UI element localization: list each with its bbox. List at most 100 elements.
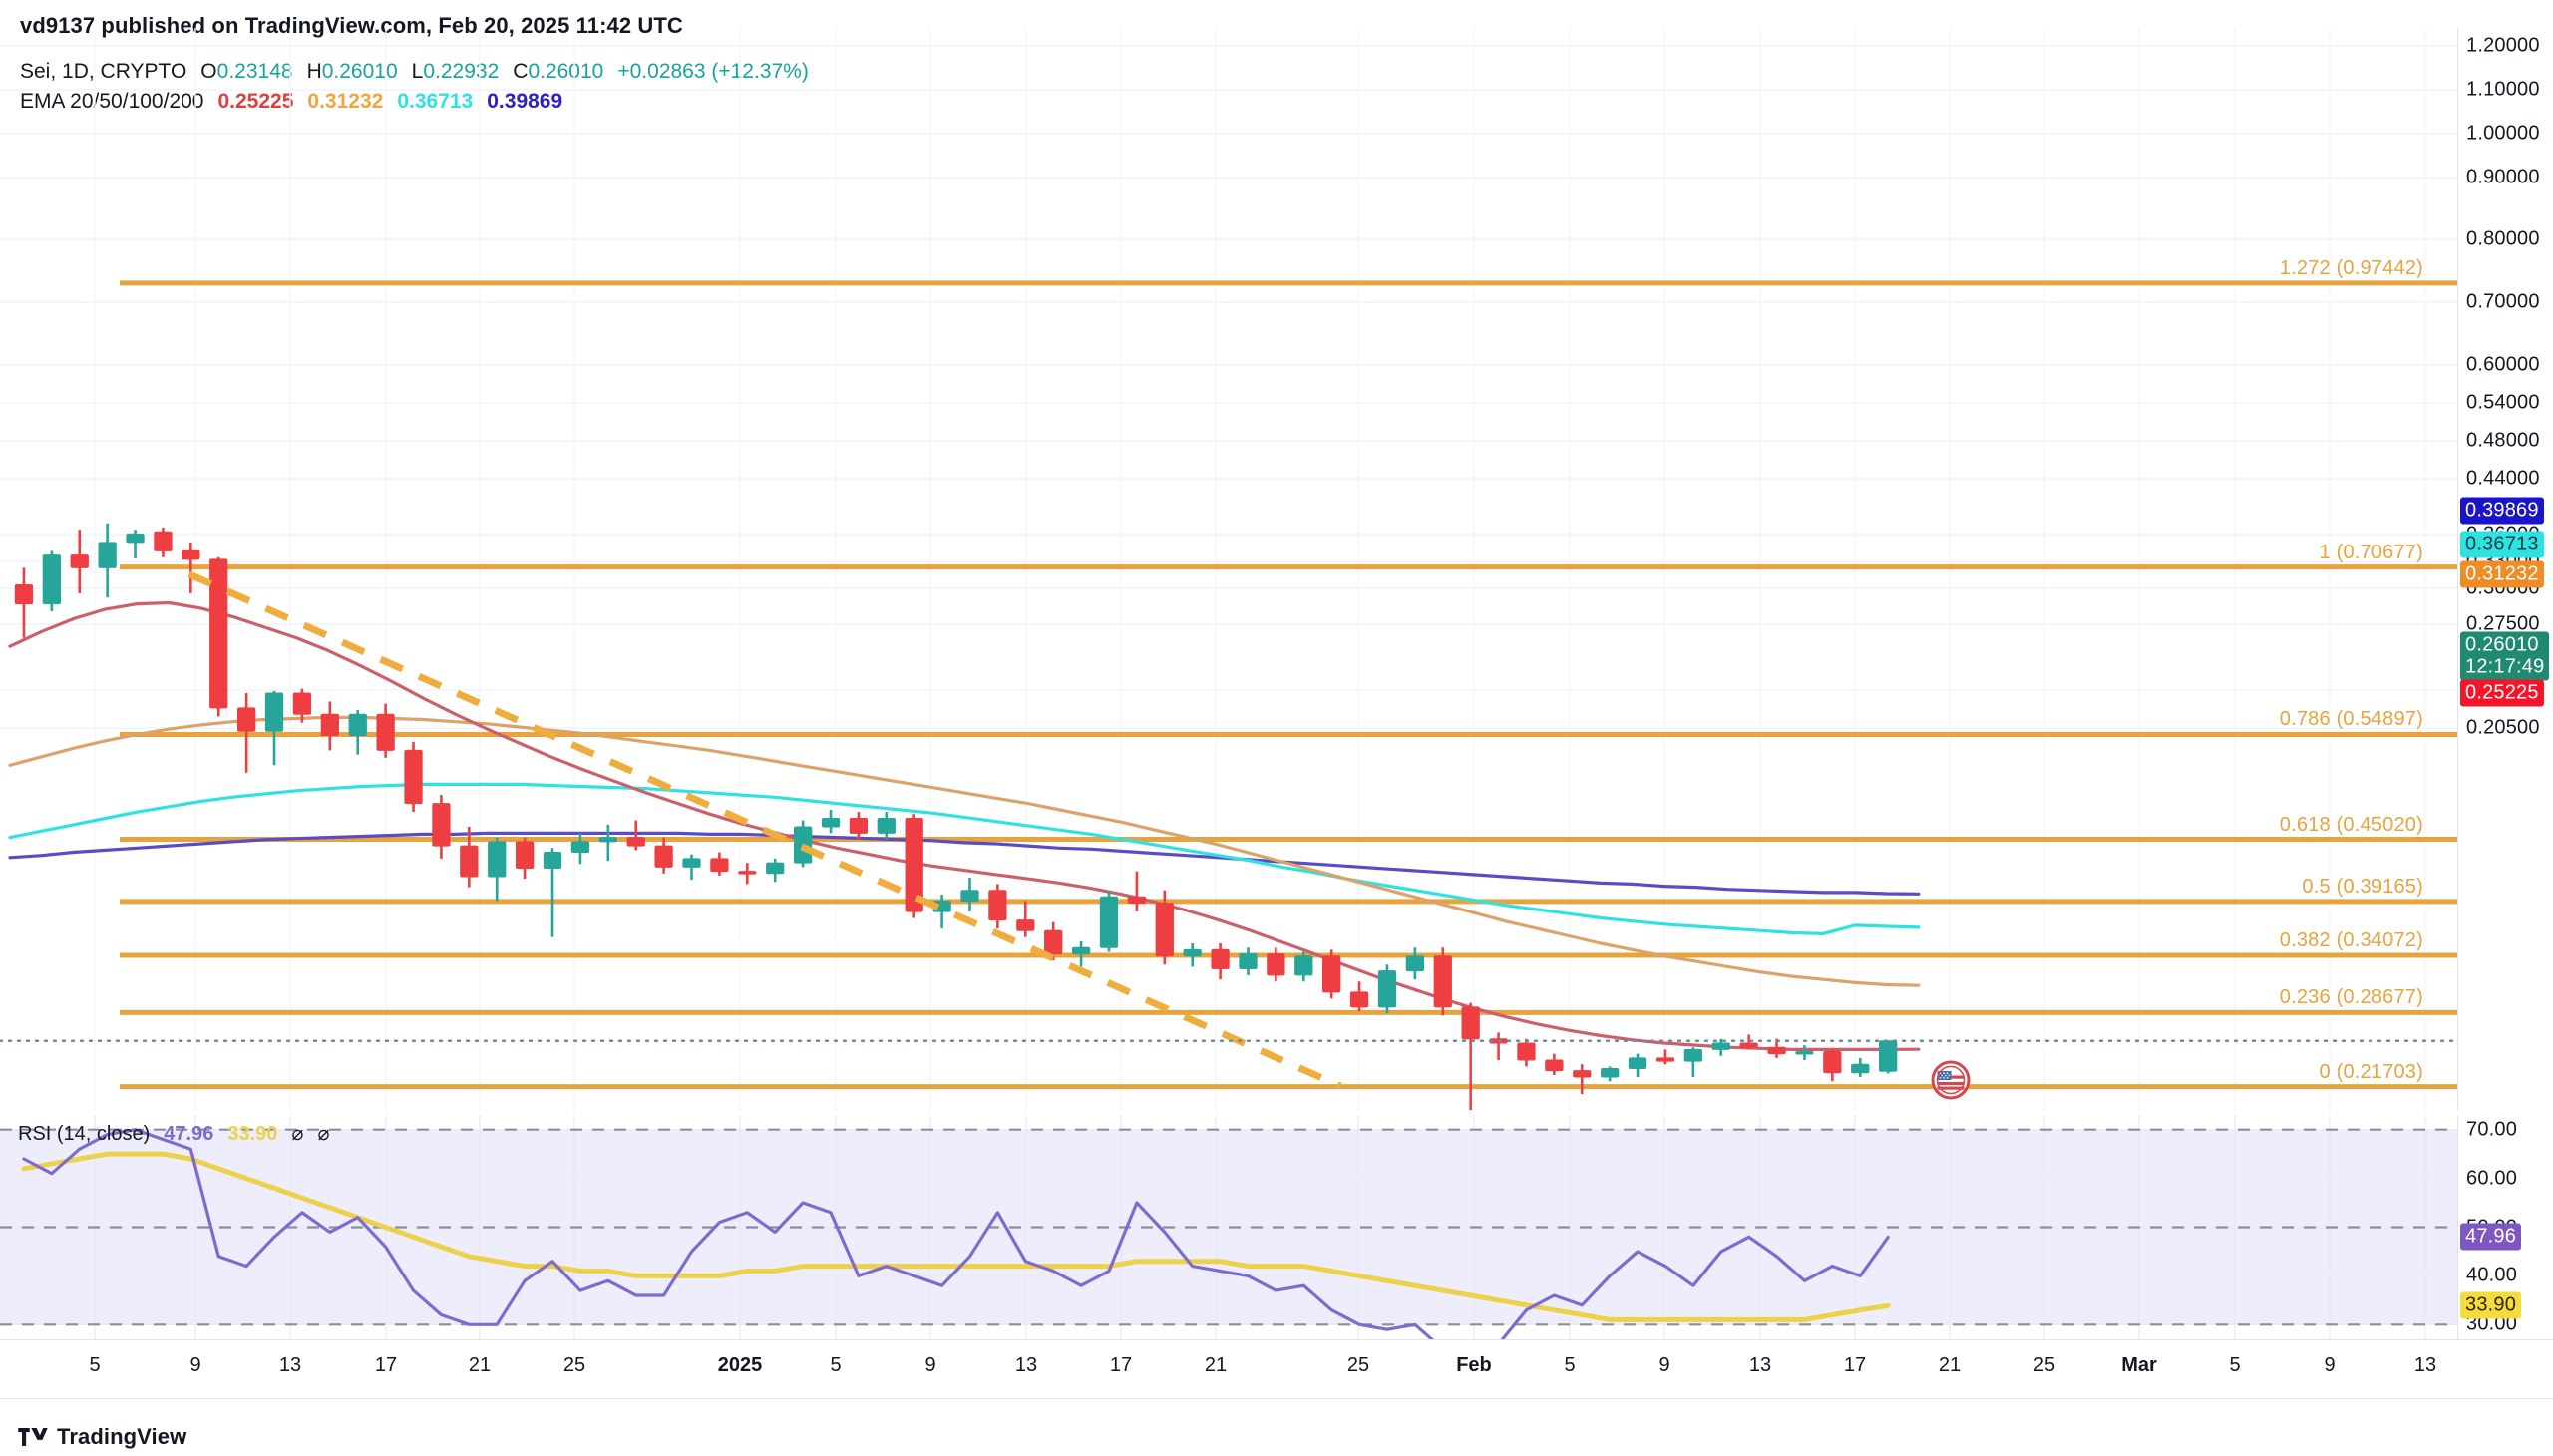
rsi-axis-tick: 40.00 — [2466, 1264, 2518, 1286]
candle-body — [432, 803, 451, 847]
time-axis-tick: 9 — [2324, 1354, 2336, 1376]
rsi-legend-value: 47.96 — [164, 1123, 214, 1145]
candle-body — [710, 858, 729, 873]
candle-body — [1071, 946, 1091, 955]
candle-body — [598, 837, 617, 843]
candle-body — [1016, 919, 1035, 931]
time-axis-tick: 17 — [1843, 1354, 1867, 1376]
time-axis-tick: 5 — [2229, 1354, 2241, 1376]
candle-body — [70, 554, 89, 568]
legend-ema-label[interactable]: EMA 20/50/100/200 — [20, 90, 204, 113]
price-axis-tick: 0.60000 — [2466, 353, 2540, 376]
rsi-badge-rsi-ma[interactable]: 33.90 — [2460, 1291, 2522, 1319]
price-chart-canvas[interactable] — [0, 28, 2457, 1110]
footer-branding: TradingView — [18, 1424, 186, 1450]
candle-body — [821, 817, 841, 828]
rsi-chart-canvas[interactable] — [0, 1115, 2457, 1339]
price-axis-tick: 1.10000 — [2466, 78, 2540, 101]
candle-body — [1099, 896, 1119, 948]
candle-body — [1322, 955, 1341, 993]
candle-body — [236, 707, 256, 732]
ema200-line — [8, 831, 1921, 896]
candle-body — [154, 531, 173, 551]
ema50-line — [8, 715, 1921, 987]
candle-body — [1795, 1050, 1814, 1055]
rsi-line — [22, 1128, 1890, 1339]
candle-body — [1739, 1042, 1758, 1048]
fib-level-label: 0.786 (0.54897) — [2279, 708, 2423, 731]
candle-body — [1349, 991, 1369, 1008]
time-axis[interactable]: 5 9 13 17 21 25 2025 5 9 13 17 21 25 Feb 5 9 13 17 21 25 Mar… — [0, 1339, 2553, 1399]
rsi-pane[interactable] — [0, 1115, 2457, 1339]
fib-level-label: 0 (0.21703) — [2319, 1060, 2423, 1083]
legend-open-value: 0.23148 — [216, 60, 293, 83]
candlestick-series — [14, 523, 1898, 1110]
candle-body — [376, 713, 395, 751]
price-badge-close[interactable]: 0.26010 12:17:49 — [2460, 631, 2550, 681]
candle-body — [1183, 948, 1202, 957]
candle-body — [905, 817, 923, 912]
candle-body — [1545, 1059, 1564, 1072]
time-axis-tick: Feb — [1456, 1354, 1492, 1376]
price-axis[interactable]: 1.20000 1.10000 1.00000 0.90000 0.80000 0.700… — [2457, 28, 2553, 1110]
price-badge-ema100[interactable]: 0.36713 — [2460, 531, 2544, 558]
candle-body — [1239, 953, 1258, 970]
rsi-legend: RSI (14, close) 47.96 33.90 ⌀ ⌀ — [18, 1121, 329, 1146]
candle-body — [1267, 953, 1285, 976]
candle-body — [292, 692, 312, 715]
time-axis-tick: 25 — [2032, 1354, 2056, 1376]
rsi-axis-tick: 60.00 — [2466, 1167, 2518, 1190]
legend-ema200-value: 0.39869 — [487, 90, 563, 113]
legend-symbol[interactable]: Sei, 1D, CRYPTO — [20, 60, 187, 83]
rsi-badge-rsi[interactable]: 47.96 — [2460, 1223, 2522, 1251]
price-badge-ema20[interactable]: 0.25225 — [2460, 679, 2544, 707]
price-axis-tick: 0.48000 — [2466, 429, 2540, 452]
candle-body — [1601, 1068, 1620, 1078]
time-axis-tick: Mar — [2121, 1354, 2157, 1376]
price-badge-ema50[interactable]: 0.31232 — [2460, 560, 2544, 588]
dashed-trendline[interactable] — [187, 570, 1342, 1090]
price-axis-tick: 0.70000 — [2466, 290, 2540, 313]
legend-high-value: 0.26010 — [321, 60, 398, 83]
candle-body — [209, 558, 228, 709]
price-badge-value: 0.39869 — [2465, 499, 2539, 522]
candle-body — [98, 542, 117, 568]
rsi-legend-ma-value: 33.90 — [227, 1123, 278, 1145]
ema100-line — [8, 782, 1921, 936]
time-axis-tick: 13 — [1748, 1354, 1772, 1376]
price-badge-ema200[interactable]: 0.39869 — [2460, 497, 2544, 525]
rsi-axis-tick: 70.00 — [2466, 1118, 2518, 1141]
price-chart-pane[interactable]: 1.272 (0.97442) 1 (0.70677) 0.786 (0.54897… — [0, 28, 2457, 1110]
time-axis-tick: 13 — [1014, 1354, 1038, 1376]
price-axis-tick: 1.20000 — [2466, 34, 2540, 57]
time-axis-tick: 13 — [2413, 1354, 2437, 1376]
ema20-line — [8, 600, 1921, 1052]
candle-body — [1127, 896, 1147, 905]
price-axis-tick: 0.44000 — [2466, 467, 2540, 490]
price-axis-tick: 0.20500 — [2466, 716, 2540, 739]
us-flag-event-icon[interactable] — [1931, 1060, 1971, 1100]
legend-ema20-value: 0.25225 — [217, 90, 294, 113]
candle-body — [42, 554, 61, 605]
candle-body — [849, 817, 869, 834]
candle-body — [1377, 970, 1397, 1008]
time-axis-tick: 21 — [468, 1354, 492, 1376]
candle-body — [460, 845, 479, 878]
fib-level-label: 0.382 (0.34072) — [2279, 928, 2423, 951]
candle-body — [877, 817, 896, 834]
legend-change-value: +0.02863 (+12.37%) — [617, 60, 809, 83]
fib-level-label: 1.272 (0.97442) — [2279, 256, 2423, 279]
price-badge-value: 0.25225 — [2465, 681, 2539, 704]
candle-body — [515, 841, 535, 869]
candle-body — [738, 871, 757, 875]
fib-level-label: 0.618 (0.45020) — [2279, 813, 2423, 836]
rsi-legend-title[interactable]: RSI (14, close) — [18, 1123, 151, 1145]
time-axis-tick: 21 — [1938, 1354, 1962, 1376]
time-axis-tick: 9 — [924, 1354, 936, 1376]
candle-body — [626, 837, 645, 847]
time-axis-tick: 21 — [1204, 1354, 1228, 1376]
fib-level-label: 0.5 (0.39165) — [2302, 875, 2423, 898]
candle-body — [1461, 1006, 1480, 1040]
candle-body — [1211, 948, 1230, 970]
